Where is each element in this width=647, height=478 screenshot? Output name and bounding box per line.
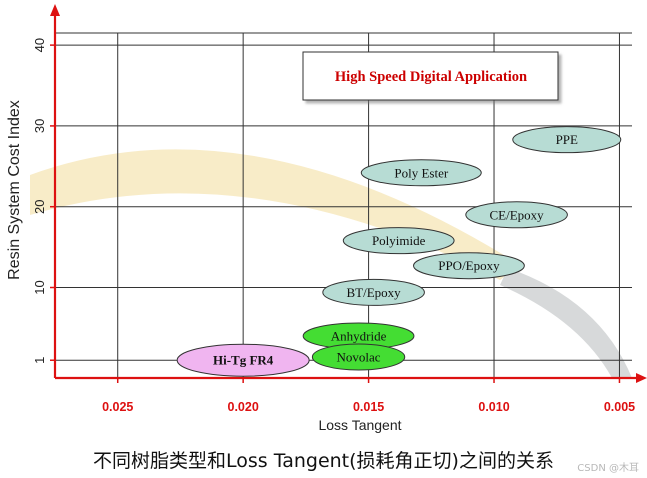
point-label-2: CE/Epoxy (490, 207, 545, 222)
x-tick-label-0: 0.025 (102, 400, 133, 414)
data-points: PPE Poly Ester CE/Epoxy Polyimide PPO/Epoxy B… (176, 126, 622, 377)
point-novolac (311, 343, 406, 371)
point-ppo-epoxy (413, 252, 525, 280)
point-label-8: Hi-Tg FR4 (213, 353, 274, 368)
chart-title: High Speed Digital Application (335, 69, 527, 85)
y-tick-label-4: 40 (32, 38, 47, 52)
point-bt-epoxy (322, 278, 425, 306)
point-poly-ester (360, 159, 482, 187)
point-polyimide (342, 227, 455, 255)
point-ce-epoxy (465, 201, 568, 229)
y-tick-label-3: 30 (32, 119, 47, 133)
x-axis-label: Loss Tangent (318, 417, 401, 433)
background-yellow-arc (30, 149, 520, 280)
point-label-6: Anhydride (331, 328, 387, 343)
point-label-4: PPO/Epoxy (438, 258, 500, 273)
point-label-3: Polyimide (372, 233, 426, 248)
x-tick-label-4: 0.005 (604, 400, 635, 414)
axes (50, 4, 647, 383)
y-axis-label: Resin System Cost Index (6, 100, 23, 280)
x-tick-label-2: 0.015 (353, 400, 384, 414)
y-axis-arrow (50, 4, 60, 16)
point-label-0: PPE (556, 132, 578, 147)
y-tick-label-2: 20 (32, 199, 47, 213)
x-tick-label-1: 0.020 (228, 400, 259, 414)
y-tick-label-0: 1 (32, 357, 47, 364)
tick-labels: 0.025 0.020 0.015 0.010 0.005 1 10 20 30 40 (32, 38, 635, 414)
point-label-1: Poly Ester (394, 165, 448, 180)
title-box: High Speed Digital Application (302, 51, 559, 101)
point-label-7: Novolac (337, 349, 381, 364)
grid (55, 32, 632, 378)
chart: 0.025 0.020 0.015 0.010 0.005 1 10 20 30 40 High … (6, 4, 647, 433)
background-gray-arc (500, 268, 632, 378)
point-ppe (512, 126, 622, 154)
x-tick-label-3: 0.010 (478, 400, 509, 414)
y-tick-label-1: 10 (32, 280, 47, 294)
point-label-5: BT/Epoxy (347, 285, 402, 300)
x-axis-arrow (636, 373, 647, 383)
watermark: CSDN @木耳 (577, 463, 639, 474)
figure-caption: 不同树脂类型和Loss Tangent(损耗角正切)之间的关系 (93, 449, 554, 472)
point-hi-tg-fr4 (176, 343, 310, 377)
